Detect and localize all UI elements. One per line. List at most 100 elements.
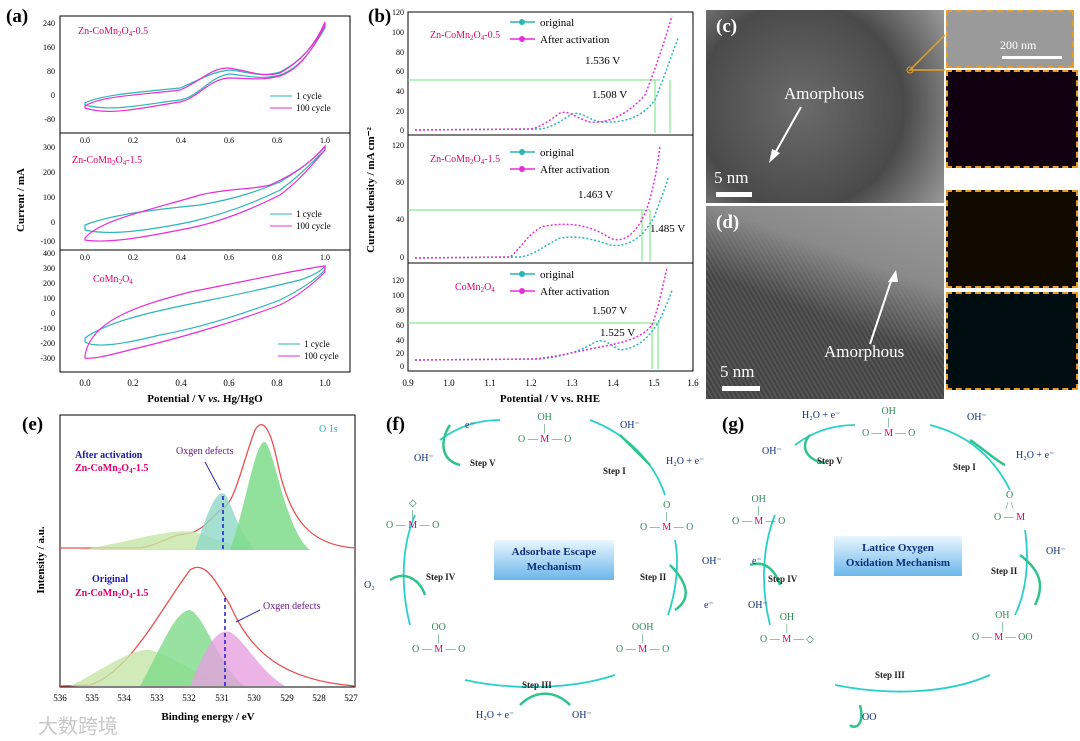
svg-text:533: 533: [150, 693, 164, 703]
svg-text:1.5: 1.5: [648, 378, 660, 388]
svg-text:1.1: 1.1: [484, 378, 495, 388]
svg-text:0.8: 0.8: [272, 136, 282, 145]
panel-b-label: (b): [368, 6, 392, 27]
aem-mol-3: OOH | O — M — O: [616, 622, 670, 655]
svg-text:Original: Original: [92, 574, 128, 585]
svg-text:After activation: After activation: [540, 34, 610, 46]
svg-text:1.0: 1.0: [443, 378, 455, 388]
svg-text:120: 120: [392, 141, 404, 150]
lom-mol-3: OH | O — M — OO: [972, 610, 1033, 643]
svg-text:After activation: After activation: [540, 164, 610, 176]
svg-text:Binding energy / eV: Binding energy / eV: [161, 711, 254, 723]
svg-text:1.536 V: 1.536 V: [585, 55, 620, 67]
svg-text:1 cycle: 1 cycle: [296, 91, 322, 101]
svg-text:1.6: 1.6: [687, 378, 699, 388]
svg-text:100 cycle: 100 cycle: [304, 351, 339, 361]
panel-c-label: (c): [716, 16, 738, 37]
svg-text:60: 60: [396, 321, 404, 330]
panel-a-cv-plots: 0.0 0.2 0.4 0.6 0.8 1.0 0.0 0.2 0.4 0.6 …: [15, 15, 351, 405]
svg-text:529: 529: [280, 693, 294, 703]
panel-e-xps: Oxgen defects Oxgen defects O 1s After a…: [35, 414, 358, 723]
amorphous-label-d: Amorphous: [824, 342, 905, 361]
eds-map-o: [946, 292, 1078, 390]
svg-text:Oxgen defects: Oxgen defects: [176, 446, 234, 457]
svg-text:80: 80: [47, 67, 55, 76]
svg-text:Zn-CoMn2O4-1.5: Zn-CoMn2O4-1.5: [75, 463, 148, 475]
panel-e-label: (e): [22, 414, 44, 435]
svg-text:1.508 V: 1.508 V: [592, 89, 627, 101]
svg-text:300: 300: [43, 143, 55, 152]
panel-b-lsv-plots: Zn-CoMn2O4-0.5 Zn-CoMn2O4-1.5 CoMn2O4 or…: [365, 8, 699, 405]
svg-text:0.9: 0.9: [402, 378, 414, 388]
svg-text:After activation: After activation: [540, 286, 610, 298]
scale-label-d: 5 nm: [720, 362, 755, 381]
svg-text:After activation: After activation: [75, 450, 143, 461]
svg-text:-100: -100: [40, 237, 55, 246]
panel-f-label: (f): [386, 414, 405, 435]
svg-text:1.525 V: 1.525 V: [600, 327, 635, 339]
inset-connector: [906, 34, 946, 74]
svg-text:Potential / V vs. Hg/HgO: Potential / V vs. Hg/HgO: [147, 393, 263, 405]
lom-title-box: Lattice Oxygen Oxidation Mechanism: [834, 536, 962, 576]
svg-text:60: 60: [396, 67, 404, 76]
arrow-d: [869, 270, 898, 345]
svg-text:527: 527: [344, 693, 358, 703]
svg-text:Oxgen defects: Oxgen defects: [263, 601, 321, 612]
svg-text:20: 20: [396, 107, 404, 116]
tem-image-c: (c) Amorphous 5 nm: [706, 10, 944, 203]
scale-label-c: 5 nm: [714, 168, 749, 187]
aem-mol-4: OO | O — M — O: [412, 622, 466, 655]
svg-text:Current density / mA cm⁻²: Current density / mA cm⁻²: [365, 126, 377, 252]
svg-text:40: 40: [396, 336, 404, 345]
svg-text:100: 100: [43, 294, 55, 303]
svg-text:100: 100: [43, 193, 55, 202]
svg-text:0.0: 0.0: [80, 253, 90, 262]
svg-text:530: 530: [247, 693, 261, 703]
lom-mol-2: O / \ O — M: [994, 490, 1026, 523]
svg-text:0.8: 0.8: [272, 253, 282, 262]
svg-text:1 cycle: 1 cycle: [296, 209, 322, 219]
arrow-c: [769, 106, 802, 163]
svg-text:0.8: 0.8: [271, 378, 283, 388]
aem-mol-1: OH | O — M — O: [518, 412, 572, 445]
svg-text:O 1s: O 1s: [319, 424, 338, 435]
svg-text:-80: -80: [44, 115, 55, 124]
svg-text:0.4: 0.4: [175, 378, 187, 388]
svg-text:0: 0: [51, 309, 55, 318]
lom-mol-1: OH | O — M — O: [862, 406, 916, 439]
svg-text:0: 0: [400, 126, 404, 135]
aem-cycle-diagram: [389, 419, 687, 706]
scale-bar-inset: [1002, 56, 1062, 59]
svg-text:Zn-CoMn2O4-1.5: Zn-CoMn2O4-1.5: [75, 588, 148, 600]
svg-text:Zn-CoMn2O4-1.5: Zn-CoMn2O4-1.5: [72, 155, 142, 167]
svg-text:0: 0: [400, 253, 404, 262]
svg-text:100 cycle: 100 cycle: [296, 103, 331, 113]
svg-text:1.0: 1.0: [320, 253, 330, 262]
svg-text:CoMn2O4: CoMn2O4: [455, 282, 495, 294]
svg-text:531: 531: [215, 693, 229, 703]
svg-text:1.463 V: 1.463 V: [578, 189, 613, 201]
panel-g-label: (g): [722, 414, 745, 435]
aem-title-box: Adsorbate Escape Mechanism: [494, 540, 614, 580]
svg-text:Current / mA: Current / mA: [15, 168, 27, 232]
svg-text:0: 0: [51, 91, 55, 100]
svg-text:original: original: [540, 147, 574, 159]
svg-text:0.6: 0.6: [224, 136, 234, 145]
lom-mol-5: OH | O — M — O: [732, 494, 786, 527]
svg-text:Zn-CoMn2O4-1.5: Zn-CoMn2O4-1.5: [430, 154, 500, 166]
svg-text:120: 120: [392, 8, 404, 17]
lom-mol-4: OH | O — M — ◇: [760, 612, 814, 645]
svg-text:0: 0: [51, 218, 55, 227]
svg-text:535: 535: [85, 693, 99, 703]
panel-d-label: (d): [716, 212, 740, 233]
svg-text:300: 300: [43, 264, 55, 273]
eds-map-co: [946, 190, 1078, 288]
svg-text:1.2: 1.2: [525, 378, 536, 388]
a1-cycle100-curve: [84, 21, 326, 112]
svg-text:CoMn2O4: CoMn2O4: [93, 274, 133, 286]
sem-inset: 200 nm: [946, 10, 1074, 68]
svg-text:0.4: 0.4: [176, 136, 186, 145]
svg-text:0.2: 0.2: [128, 253, 138, 262]
a3-cycle100-curve: [84, 265, 326, 359]
eds-map-mn: [946, 70, 1078, 168]
